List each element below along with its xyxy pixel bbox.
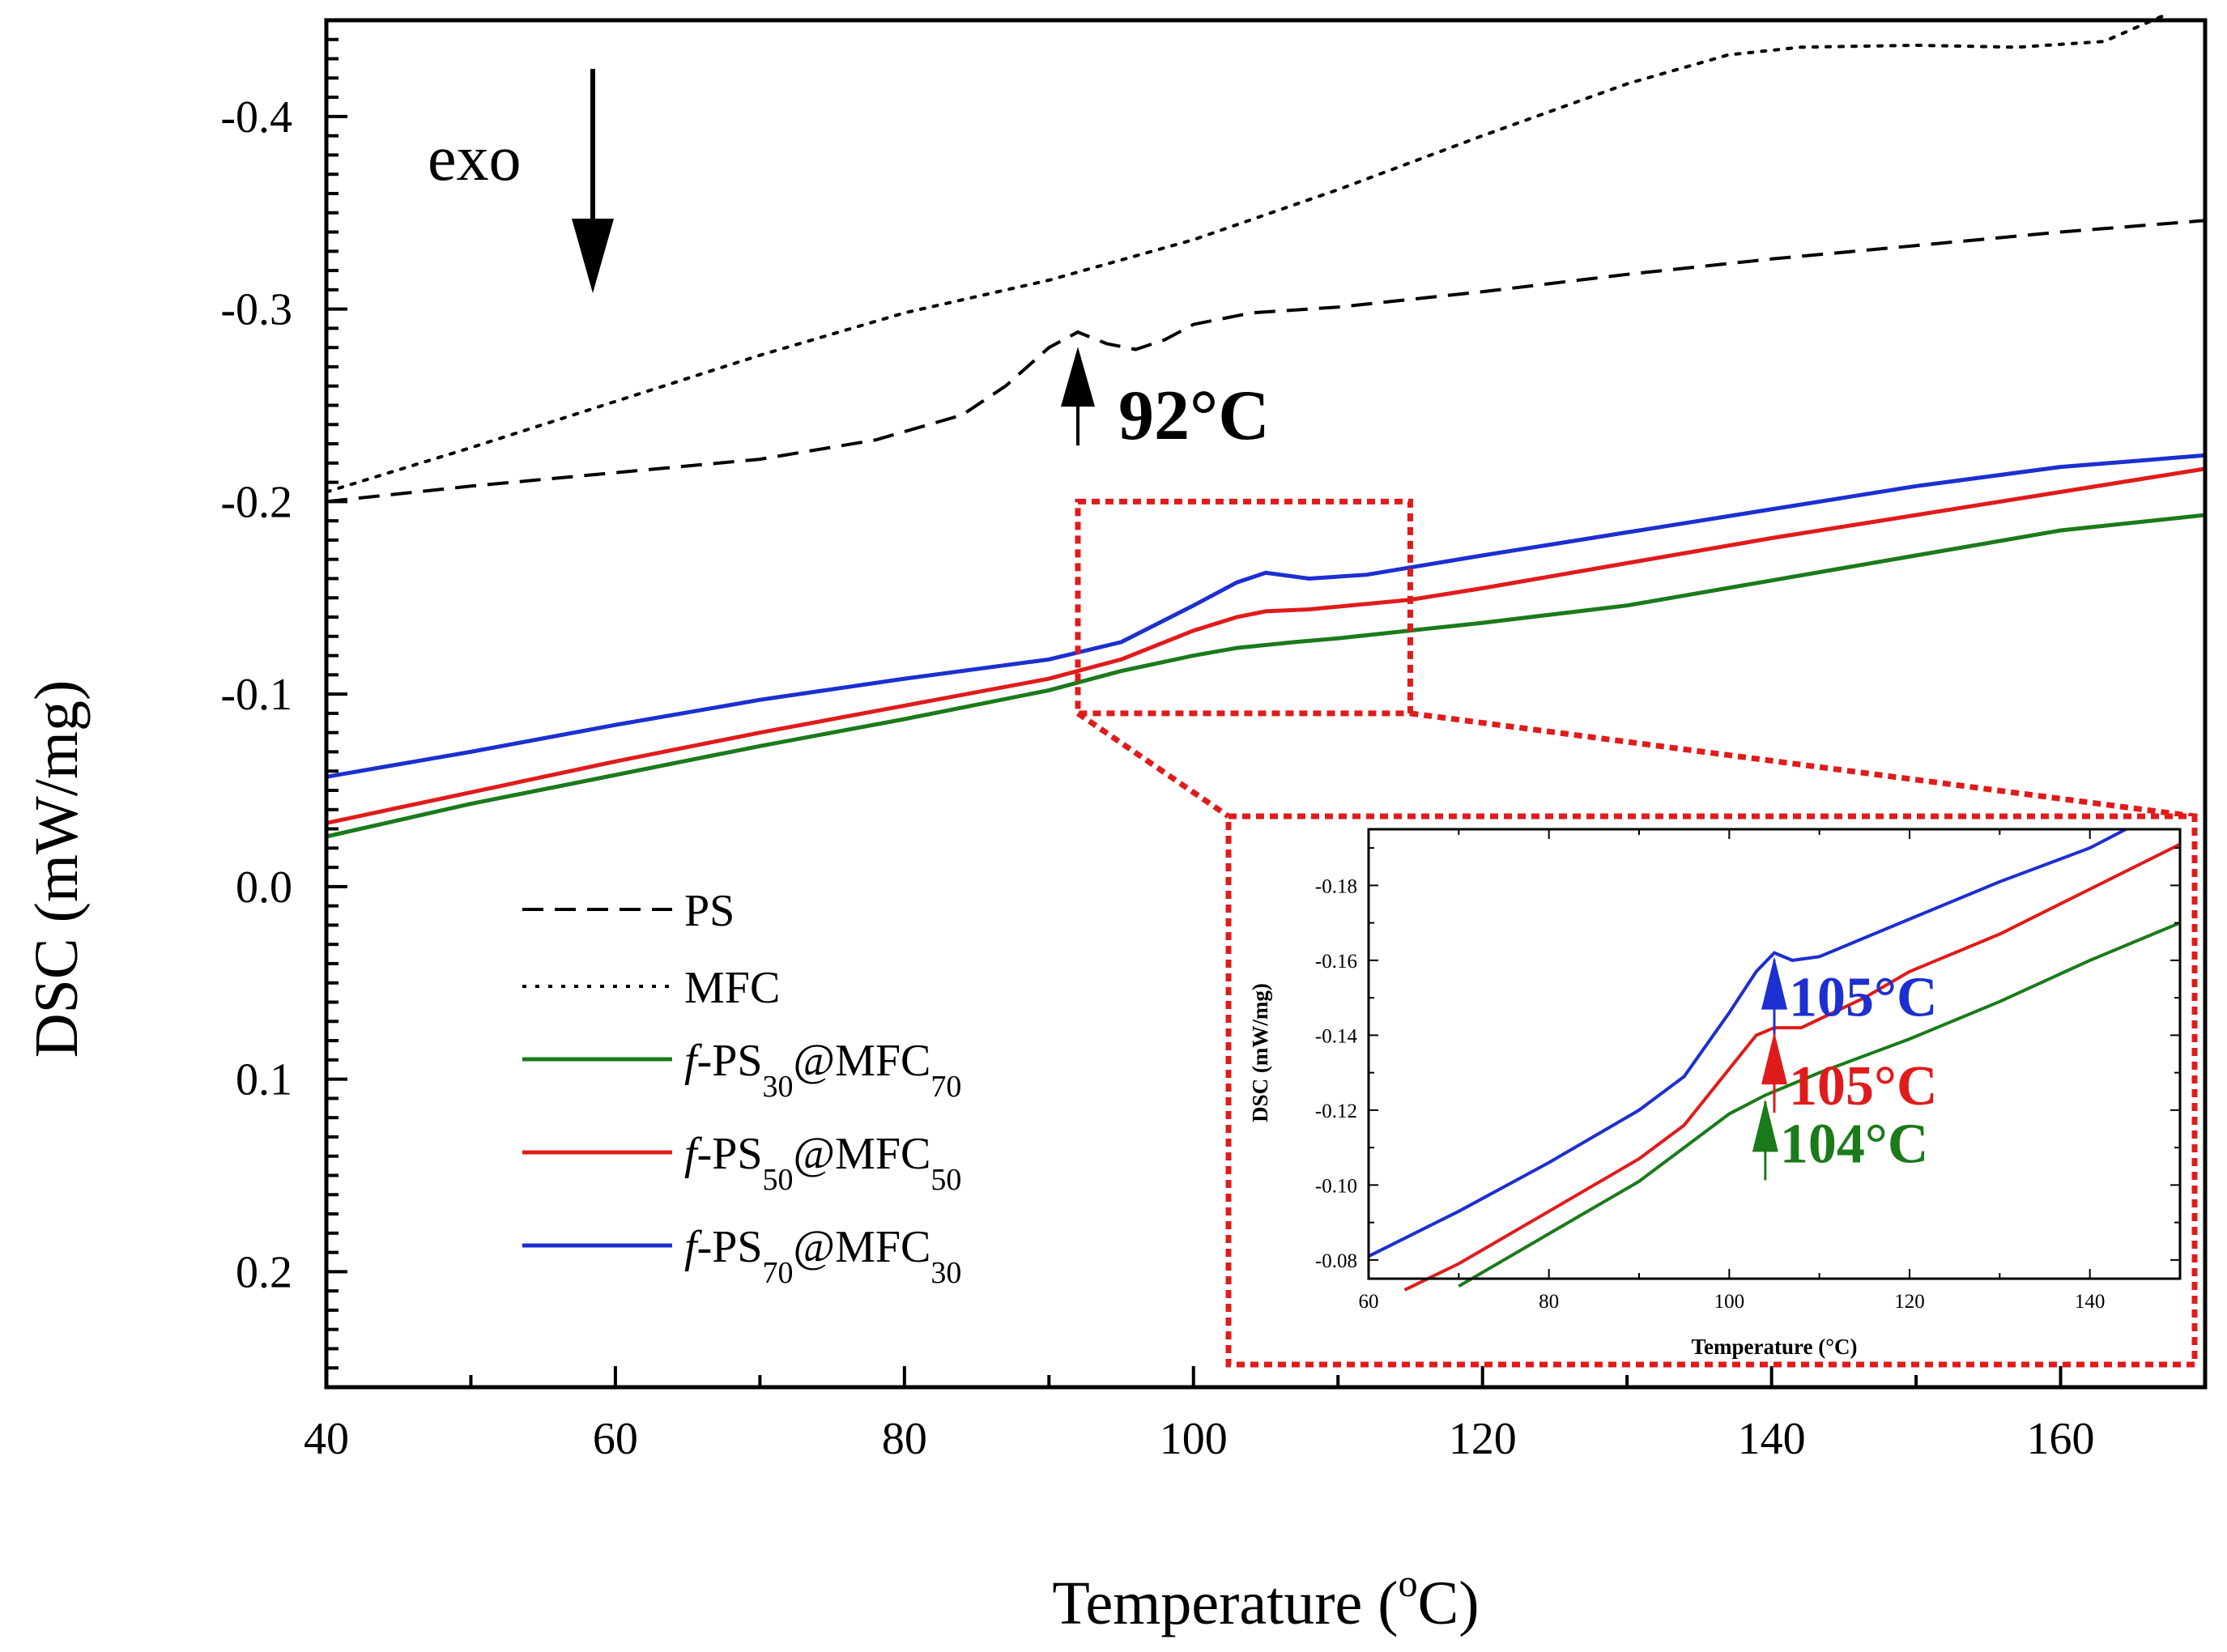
inset-frame-box — [1225, 813, 2198, 1368]
inset-ticks — [1368, 829, 2181, 1279]
ps-tg-label: 92°C — [1118, 377, 1270, 455]
inset-annotation-label-104-c-2: 104°C — [1780, 1113, 1929, 1175]
zoom-indicator — [1075, 498, 2198, 1368]
series-line-f-ps30-mfc70 — [326, 513, 2206, 839]
series-line-mfc — [325, 15, 2164, 494]
exo-indicator: exo — [428, 69, 614, 293]
inset-series-line-f-ps30-mfc70 — [1458, 921, 2181, 1288]
x-tick-label: 160 — [2027, 1414, 2095, 1464]
inset-x-tick-label: 80 — [1539, 1291, 1559, 1313]
main-plot: 40 60 80 100 120 140 160 -0.4 -0.3 -0.2 -0.1 0.0 0.1… — [220, 15, 2208, 1464]
zoom-region-box — [1075, 498, 1413, 717]
legend-label-ps: PS — [684, 886, 735, 936]
inset-plot: 60 80 100 120 140 -0.08 -0.10 -0.12 -0.14 -0.16 -0… — [1248, 828, 2182, 1359]
inset-y-axis-title: DSC (mW/mg) — [1248, 983, 1272, 1122]
inset-annotation-label-105-c-0: 105°C — [1789, 967, 1938, 1029]
series-line-ps — [326, 219, 2206, 504]
main-ticks — [325, 19, 2207, 1387]
main-series-group — [325, 15, 2206, 839]
y-tick-label: 0.0 — [236, 862, 292, 913]
legend-label-mfc: MFC — [684, 963, 780, 1013]
ps-tg-annotation: 92°C — [1061, 347, 1270, 455]
y-tick-label: -0.4 — [220, 92, 292, 143]
y-tick-label: 0.2 — [236, 1247, 292, 1297]
inset-x-tick-label: 140 — [2075, 1291, 2106, 1313]
y-tick-label: 0.1 — [236, 1055, 292, 1105]
series-line-f-ps50-mfc50 — [326, 466, 2206, 825]
x-tick-label: 80 — [882, 1414, 927, 1464]
inset-y-tick-label: -0.14 — [1315, 1025, 1358, 1047]
legend-label-f-ps70-mfc30: f-PS70@MFC30 — [684, 1222, 961, 1290]
y-tick-label: -0.1 — [220, 670, 292, 720]
inset-arrow-head-105-c-0 — [1761, 956, 1787, 1010]
x-axis-title: Temperature (oC) — [1052, 1562, 1479, 1637]
inset-series-group — [1368, 828, 2181, 1292]
x-axis-title-degree: o — [1399, 1562, 1418, 1605]
inset-x-tick-label: 60 — [1359, 1291, 1379, 1313]
y-axis-title: DSC (mW/mg) — [23, 680, 91, 1058]
inset-series-line-f-ps50-mfc50 — [1403, 842, 2181, 1292]
ps-tg-arrow-head — [1061, 347, 1095, 407]
x-tick-label: 40 — [304, 1414, 349, 1464]
inset-arrow-head-105-c-1 — [1761, 1032, 1787, 1085]
series-line-f-ps70-mfc30 — [326, 453, 2206, 779]
zoom-connector-left — [1076, 710, 1230, 819]
exo-arrow-head — [572, 219, 614, 293]
legend-label-f-ps30-mfc70: f-PS30@MFC70 — [684, 1036, 961, 1104]
x-tick-label: 100 — [1160, 1414, 1228, 1464]
inset-y-tick-label: -0.16 — [1315, 951, 1357, 973]
inset-y-tick-label: -0.10 — [1315, 1175, 1357, 1197]
inset-x-axis-title: Temperature (°C) — [1691, 1335, 1857, 1359]
inset-y-tick-label: -0.12 — [1315, 1101, 1357, 1122]
plot-frame — [324, 18, 2208, 1390]
inset-y-tick-label: -0.18 — [1315, 875, 1357, 897]
legend: PS MFC f-PS30@MFC70 f-PS50@MFC50 f-PS70@MFC3… — [522, 886, 961, 1290]
y-tick-label: -0.3 — [220, 285, 292, 335]
x-tick-label: 60 — [593, 1414, 638, 1464]
inset-annotation-label-105-c-1: 105°C — [1789, 1055, 1938, 1118]
main-tick-labels: 40 60 80 100 120 140 160 -0.4 -0.3 -0.2 -0.1 0.0 0.1… — [220, 92, 2094, 1464]
x-tick-label: 120 — [1449, 1414, 1517, 1464]
x-tick-label: 140 — [1738, 1414, 1806, 1464]
inset-y-tick-label: -0.08 — [1315, 1250, 1357, 1272]
inset-arrow-head-104-c-2 — [1752, 1099, 1778, 1152]
legend-label-f-ps50-mfc50: f-PS50@MFC50 — [684, 1129, 961, 1197]
inset-tick-labels: 60 80 100 120 140 -0.08 -0.10 -0.12 -0.14 -0.16 -0… — [1315, 875, 2105, 1313]
inset-series-line-f-ps70-mfc30 — [1368, 828, 2127, 1258]
inset-axes-frame — [1367, 828, 2182, 1280]
inset-x-tick-label: 120 — [1894, 1291, 1925, 1313]
inset-x-tick-label: 100 — [1714, 1291, 1745, 1313]
zoom-connector-right — [1410, 710, 2195, 820]
y-tick-label: -0.2 — [220, 477, 292, 527]
exo-label: exo — [428, 123, 522, 194]
